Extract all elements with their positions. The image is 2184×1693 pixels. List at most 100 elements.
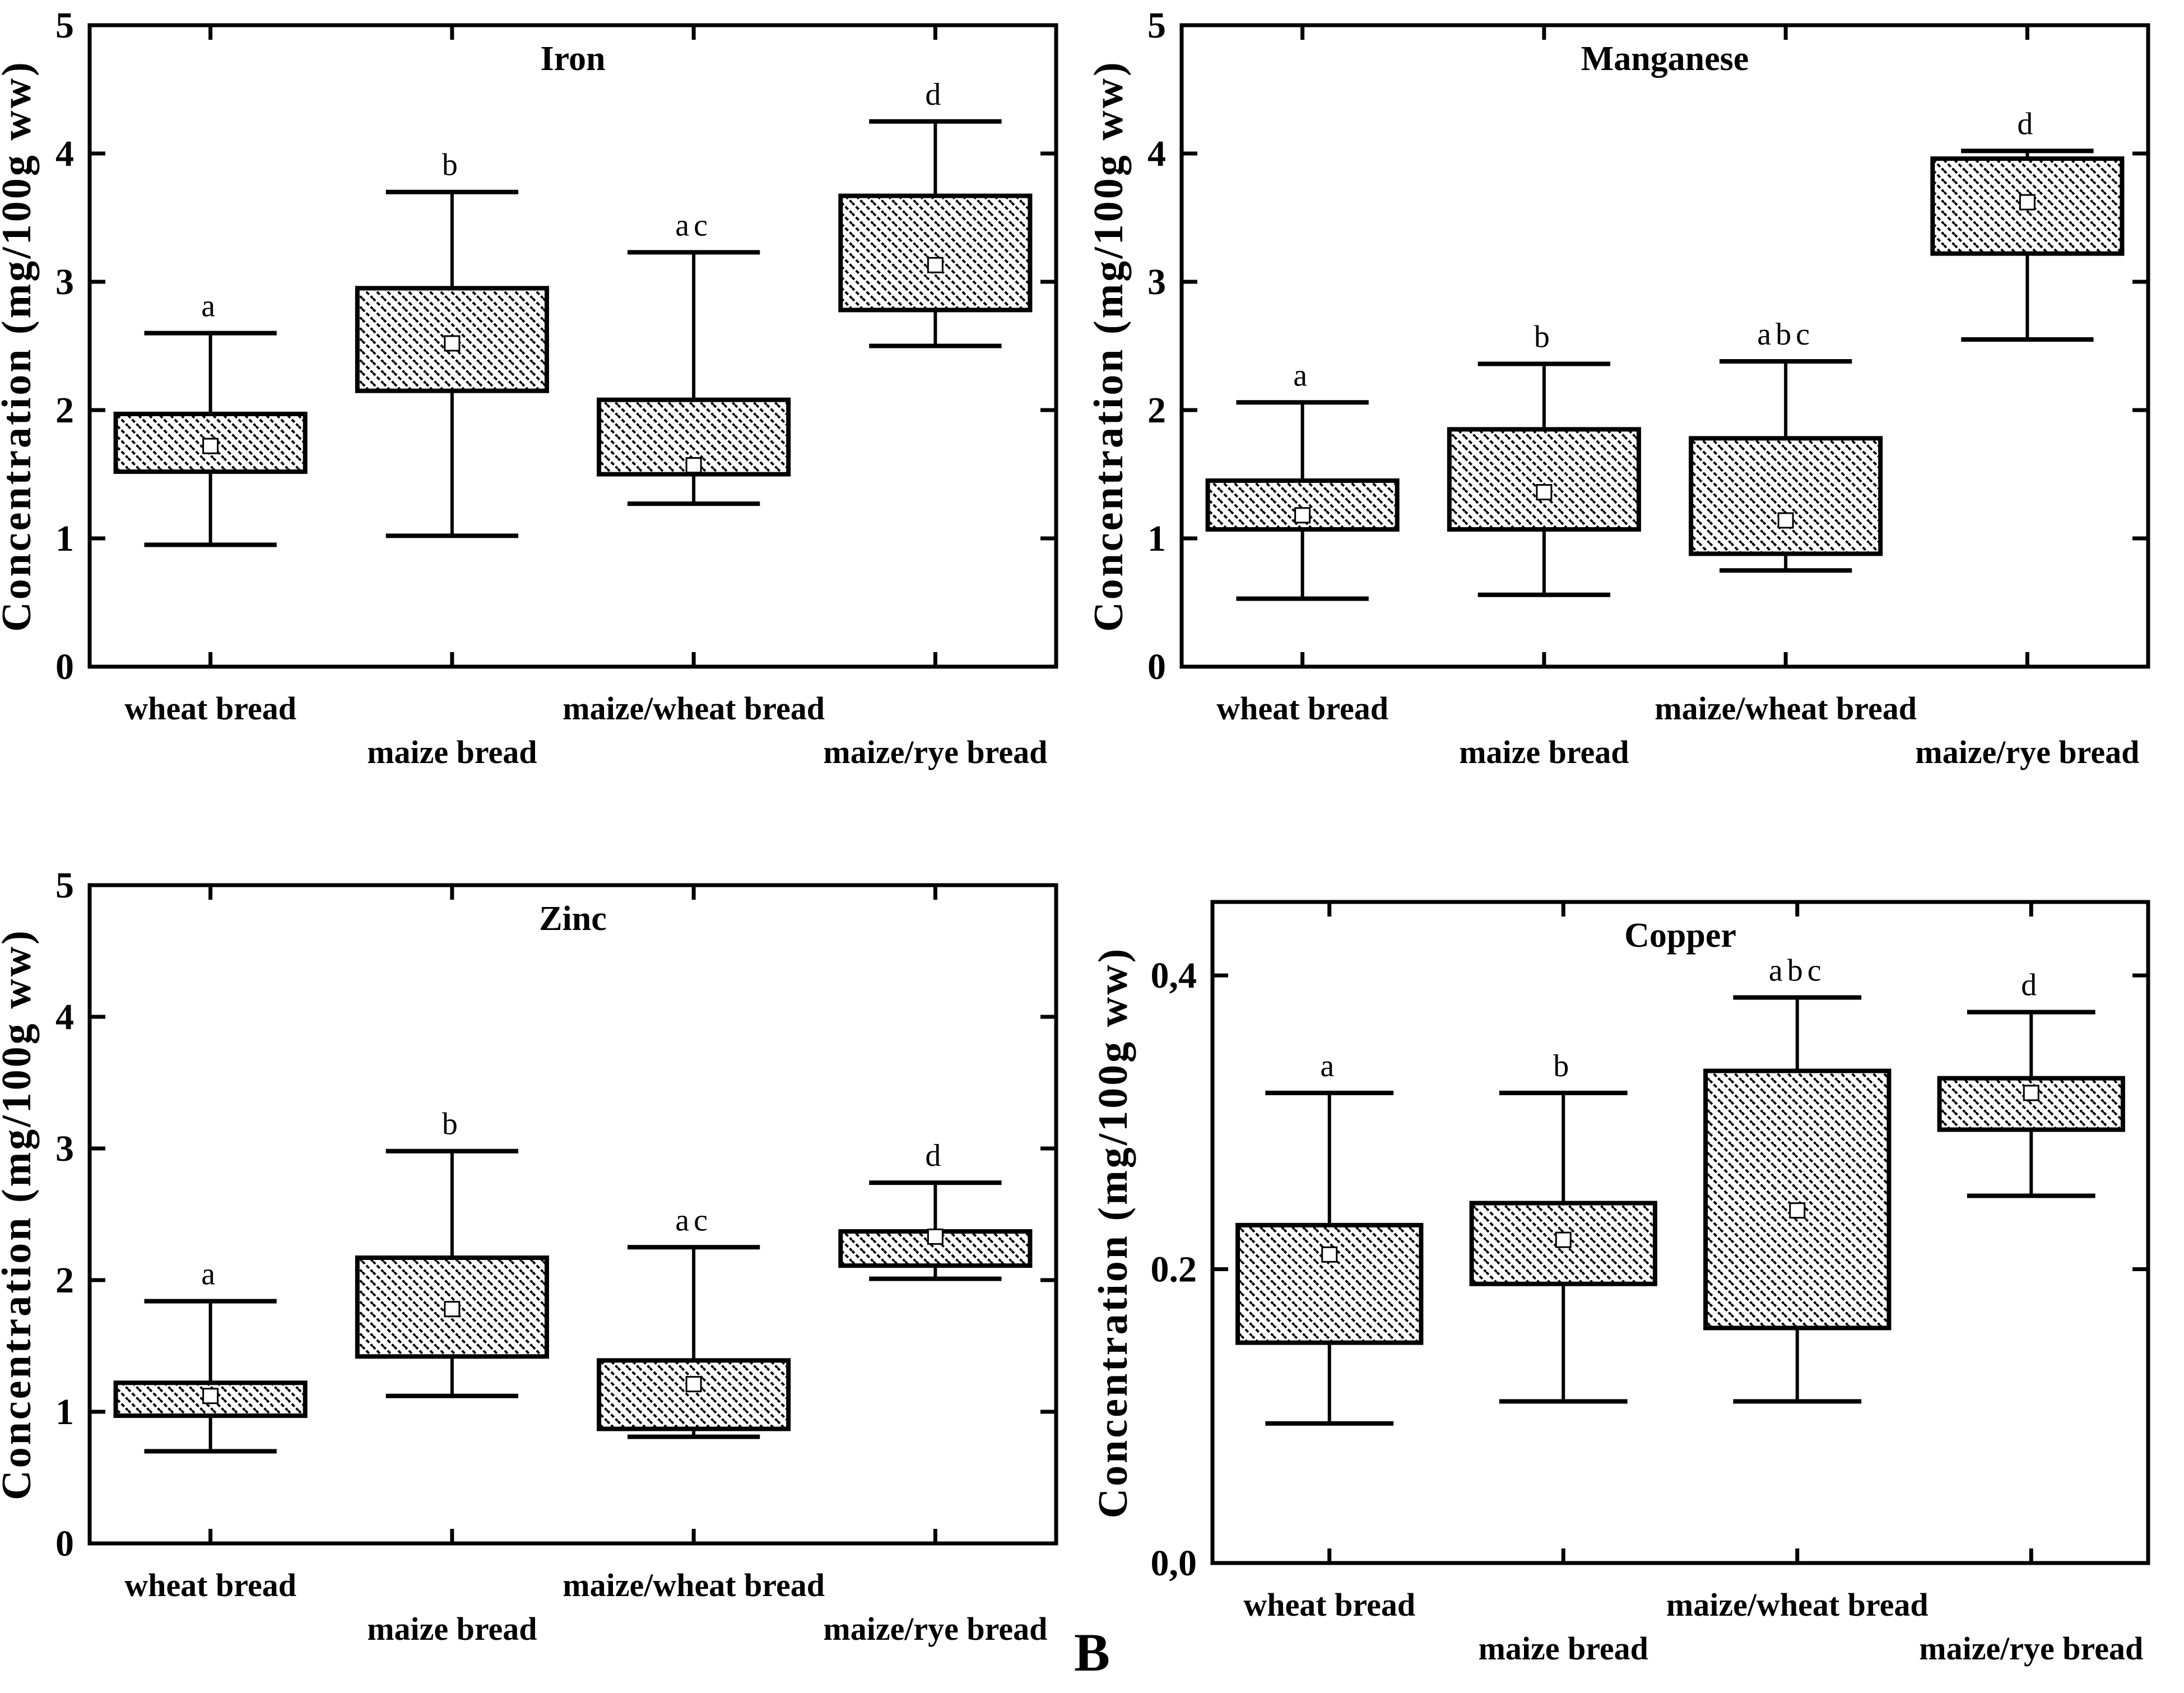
iron-boxgroup-maize-bread: b xyxy=(355,148,549,538)
mean-marker xyxy=(1536,484,1553,501)
panel-title: Iron xyxy=(540,40,605,78)
mean-marker xyxy=(685,457,702,473)
chart-iron: 0 1 2 3 4 5 Iron Concentration (mg/100g ww) a b ac… xyxy=(0,5,1058,770)
iron-boxgroup-wheat-bread: a xyxy=(113,289,308,547)
category-label: wheat bread xyxy=(124,690,296,727)
box-iqr xyxy=(1205,478,1400,532)
y-tick-label: 0 xyxy=(1147,646,1166,687)
y-axis-label: Concentration (mg/100g ww) xyxy=(0,60,40,632)
significance-letter: b xyxy=(1553,1049,1573,1083)
y-tick-label: 0,4 xyxy=(1151,955,1197,996)
mean-marker xyxy=(1777,512,1794,529)
significance-letter: b xyxy=(1534,320,1554,355)
mean-marker xyxy=(1321,1246,1338,1263)
panel-zinc: 0 1 2 3 4 5 Zinc Concentration (mg/100g ww) a b ac… xyxy=(0,846,1092,1690)
category-label: maize/rye bread xyxy=(1919,1630,2143,1667)
y-tick-label: 4 xyxy=(55,133,74,174)
mean-marker xyxy=(927,257,944,273)
category-label: maize bread xyxy=(1479,1630,1648,1667)
y-axis-label: Concentration (mg/100g ww) xyxy=(1092,947,1136,1519)
category-label: wheat bread xyxy=(1216,690,1388,727)
mean-marker xyxy=(2023,1085,2039,1101)
y-tick-label: 5 xyxy=(1147,5,1166,46)
y-tick-label: 4 xyxy=(1147,133,1166,174)
category-label: maize/wheat bread xyxy=(1666,1587,1929,1623)
box-iqr xyxy=(597,1358,791,1431)
copper-boxgroup-maize-bread: b xyxy=(1469,1049,1657,1404)
panel-title: Copper xyxy=(1624,917,1736,955)
category-label: wheat bread xyxy=(1243,1587,1415,1623)
box-iqr xyxy=(1689,436,1883,556)
chart-copper: 0,0 0.2 0,4 Copper Concentration (mg/100g ww… xyxy=(1090,900,2150,1667)
mean-marker xyxy=(202,438,219,454)
panel-title: Manganese xyxy=(1581,40,1749,78)
y-tick-label: 0.2 xyxy=(1151,1249,1197,1290)
y-tick-label: 1 xyxy=(1147,518,1166,559)
significance-letter: d xyxy=(2021,968,2041,1003)
chart-manganese: 0 1 2 3 4 5 Manganese Concentration (mg/100g ww… xyxy=(1086,5,2150,770)
category-label: maize/rye bread xyxy=(1915,734,2139,770)
mean-marker xyxy=(202,1388,219,1404)
significance-letter: a xyxy=(201,289,220,324)
y-tick-label: 0 xyxy=(55,1523,74,1564)
category-label: maize bread xyxy=(367,734,537,770)
plot-frame xyxy=(1179,23,2150,669)
mean-marker xyxy=(444,335,461,352)
y-axis-label: Concentration (mg/100g ww) xyxy=(0,928,40,1500)
mean-marker xyxy=(1555,1231,1572,1248)
y-tick-label: 0,0 xyxy=(1151,1543,1197,1584)
iron-boxgroup-maize-wheat-bread: ac xyxy=(597,208,791,506)
zinc-boxgroup-wheat-bread: a xyxy=(113,1257,308,1454)
panel-iron: 0 1 2 3 4 5 Iron Concentration (mg/100g ww) a b ac… xyxy=(0,0,1092,818)
manganese-boxgroup-wheat-bread: a xyxy=(1205,358,1400,601)
iron-boxgroup-maize-rye-bread: d xyxy=(838,77,1033,348)
mean-marker xyxy=(927,1228,944,1245)
panel-manganese: 0 1 2 3 4 5 Manganese Concentration (mg/100g ww… xyxy=(1086,0,2184,818)
box-iqr xyxy=(1235,1222,1424,1345)
manganese-boxgroup-maize-rye-bread: d xyxy=(1930,106,2125,342)
significance-letter: a xyxy=(201,1257,220,1292)
category-label: maize bread xyxy=(367,1611,537,1647)
significance-letter: ac xyxy=(675,1203,712,1238)
copper-boxgroup-maize-wheat-bread: abc xyxy=(1703,953,1892,1404)
y-tick-label: 3 xyxy=(1147,262,1166,303)
category-label: maize/rye bread xyxy=(823,734,1047,770)
box-iqr xyxy=(355,286,549,393)
y-tick-label: 2 xyxy=(55,390,74,431)
mean-marker xyxy=(1789,1202,1806,1219)
mean-marker xyxy=(444,1301,461,1318)
y-tick-label: 0 xyxy=(55,646,74,687)
y-tick-label: 3 xyxy=(55,262,74,303)
category-label: maize bread xyxy=(1459,734,1629,770)
zinc-boxgroup-maize-bread: b xyxy=(355,1107,549,1398)
plot-frame xyxy=(87,23,1058,669)
box-iqr xyxy=(1703,1068,1892,1331)
panel-copper: 0,0 0.2 0,4 Copper Concentration (mg/100g ww… xyxy=(1090,846,2184,1690)
copper-boxgroup-wheat-bread: a xyxy=(1235,1049,1424,1426)
plot-frame xyxy=(1210,900,2150,1565)
manganese-boxgroup-maize-wheat-bread: abc xyxy=(1689,317,1883,573)
significance-letter: d xyxy=(925,77,945,112)
figure-caption-label: B xyxy=(1074,1622,1110,1682)
chart-zinc: 0 1 2 3 4 5 Zinc Concentration (mg/100g ww) a b ac… xyxy=(0,865,1058,1647)
y-axis-label: Concentration (mg/100g ww) xyxy=(1092,60,1132,632)
y-tick-label: 4 xyxy=(55,997,74,1038)
mean-marker xyxy=(1294,507,1311,524)
significance-letter: a xyxy=(1293,358,1312,393)
category-label: maize/rye bread xyxy=(823,1611,1047,1647)
category-label: maize/wheat bread xyxy=(563,1567,825,1603)
box-iqr xyxy=(597,397,791,477)
box-iqr xyxy=(1447,427,1641,532)
significance-letter: b xyxy=(442,1107,462,1142)
box-iqr xyxy=(838,193,1033,313)
category-label: maize/wheat bread xyxy=(1655,690,1917,727)
significance-letter: d xyxy=(925,1138,945,1173)
zinc-boxgroup-maize-wheat-bread: ac xyxy=(597,1203,791,1439)
panel-title: Zinc xyxy=(539,900,607,938)
y-tick-label: 5 xyxy=(55,5,74,46)
significance-letter: ac xyxy=(675,208,712,243)
y-tick-label: 1 xyxy=(55,1392,74,1432)
significance-letter: b xyxy=(442,148,462,183)
y-tick-label: 3 xyxy=(55,1128,74,1169)
category-label: wheat bread xyxy=(124,1567,296,1603)
